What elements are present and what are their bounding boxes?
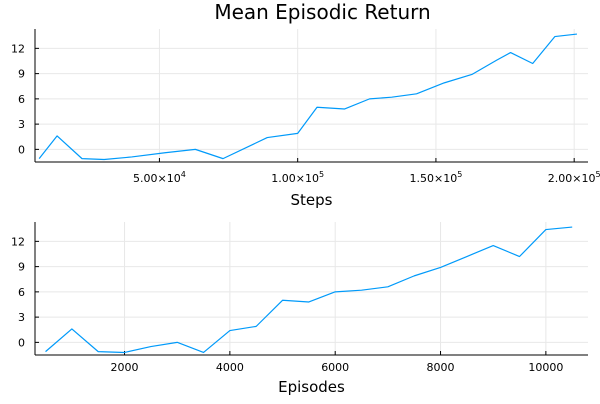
plot1-y-tick-label-0: 0 <box>18 143 25 156</box>
plot1-x-tick-label-2: 1.50×105 <box>410 170 463 185</box>
plot2-y-tick-label-2: 6 <box>18 286 25 299</box>
plot1-y-tick-label-1: 3 <box>18 118 25 131</box>
plot2-x-tick-label-4: 10000 <box>528 361 563 374</box>
plot2-x-axis-label: Episodes <box>278 378 345 396</box>
plot2-y-tick-label-0: 0 <box>18 336 25 349</box>
plot2-y-tick-label-3: 9 <box>18 261 25 274</box>
plot2-x-tick-label-0: 2000 <box>111 361 139 374</box>
plot1-title: Mean Episodic Return <box>214 0 430 24</box>
plot1-x-tick-label-3: 2.00×105 <box>548 170 600 185</box>
plot2-x-tick-label-3: 8000 <box>427 361 455 374</box>
plot1-x-axis-label: Steps <box>291 191 333 209</box>
plot2-y-tick-label-4: 12 <box>11 235 25 248</box>
plot1-y-tick-label-2: 6 <box>18 93 25 106</box>
plot1-y-tick-label-3: 9 <box>18 68 25 81</box>
plot1-x-tick-label-0: 5.00×104 <box>133 170 186 185</box>
plot1-series-line-0 <box>38 33 578 161</box>
plot2-series-line-0 <box>45 226 573 354</box>
plot2-x-tick-label-2: 6000 <box>321 361 349 374</box>
plot1-y-tick-label-4: 12 <box>11 42 25 55</box>
plot1-x-tick-label-1: 1.00×105 <box>271 170 324 185</box>
plot2-y-tick-label-1: 3 <box>18 311 25 324</box>
plot2-x-tick-label-1: 4000 <box>216 361 244 374</box>
